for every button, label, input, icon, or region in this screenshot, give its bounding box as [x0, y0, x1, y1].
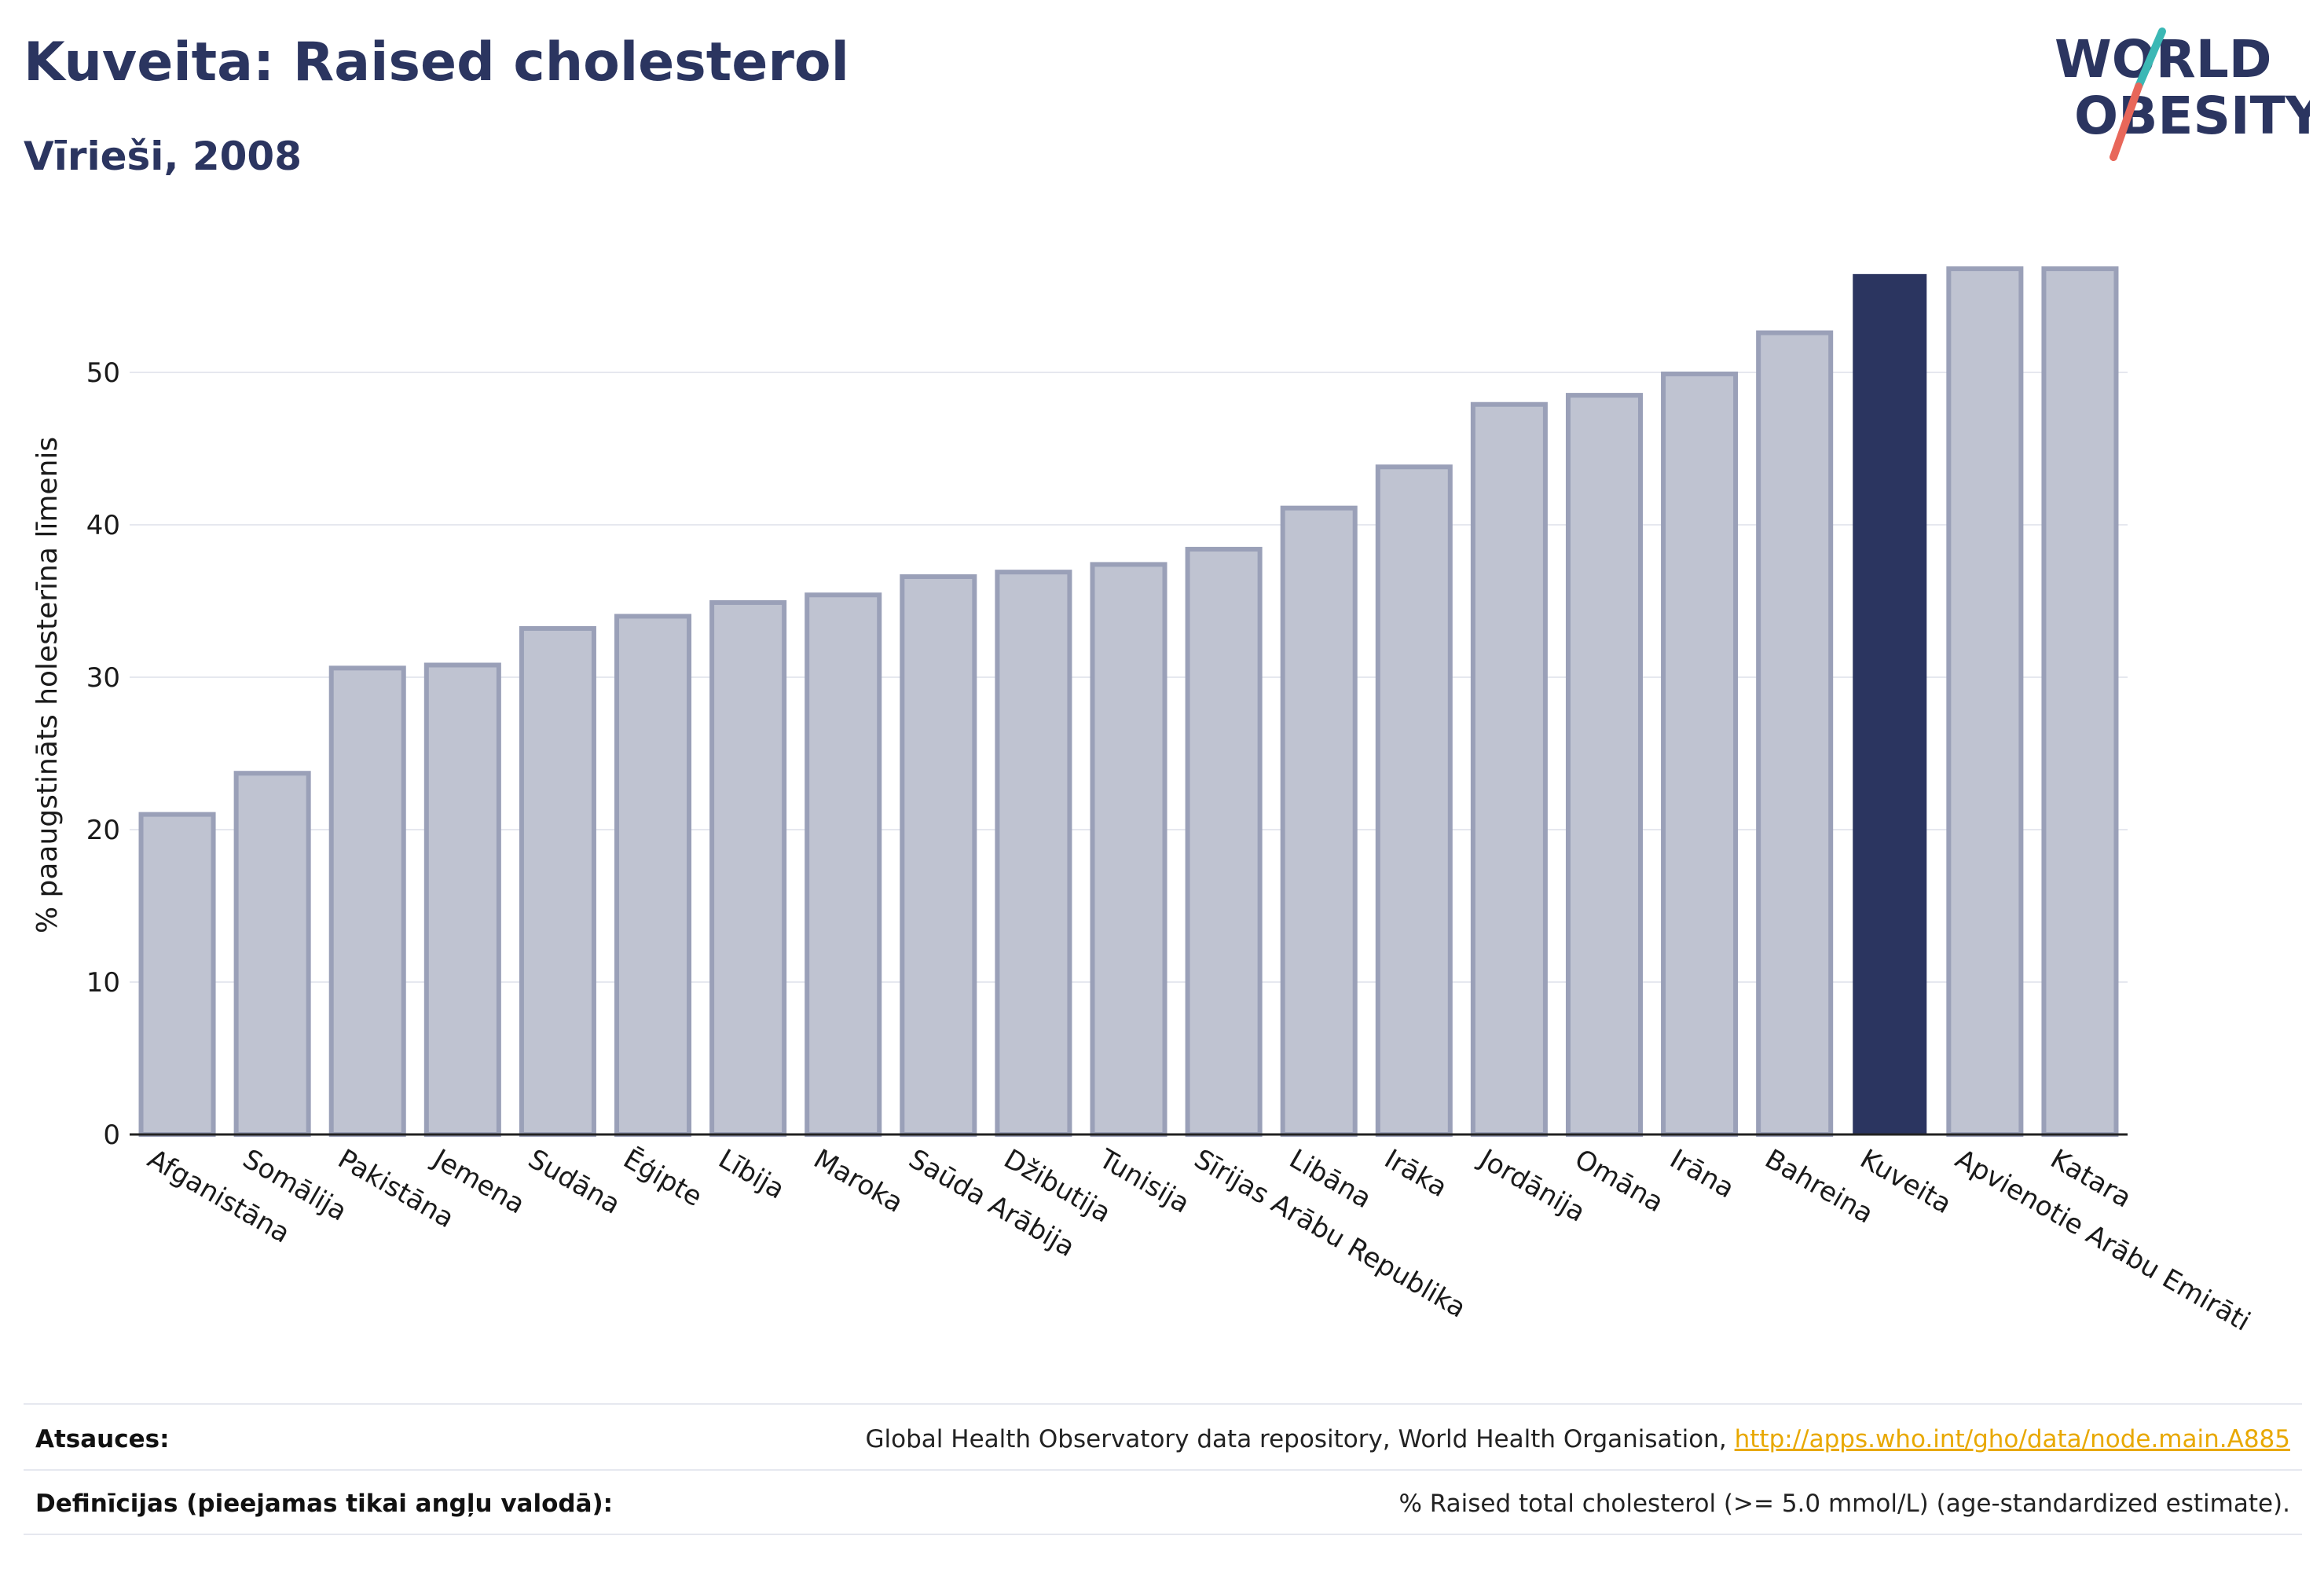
- y-axis-label: % paaugstināts holesterīna līmenis: [31, 437, 64, 933]
- bar-libāna: [1280, 505, 1358, 1137]
- sources-text: Global Health Observatory data repositor…: [865, 1425, 1735, 1453]
- chart-subtitle: Vīrieši, 2008: [24, 134, 302, 179]
- bar-kuveita: [1853, 273, 1927, 1136]
- y-tick-label: 40: [86, 510, 120, 541]
- logo-text-obesity: OBESITY: [2074, 86, 2310, 146]
- logo-slash-top: [2135, 27, 2166, 90]
- chart-title: Kuveita: Raised cholesterol: [24, 31, 849, 93]
- world-obesity-logo: WORLD OBESITY: [2055, 27, 2310, 161]
- x-tick-label: Bahreina: [1760, 1143, 1879, 1230]
- bar-ēģipte: [614, 614, 692, 1137]
- sources-value: Global Health Observatory data repositor…: [866, 1425, 2290, 1453]
- bar-jordānija: [1470, 401, 1548, 1137]
- logo-slash-bottom: [2110, 82, 2143, 161]
- footer-definitions-row: Definīcijas (pieejamas tikai angļu valod…: [35, 1488, 2290, 1519]
- x-tick-label: Lībija: [713, 1143, 790, 1205]
- bar-saūda-arābija: [900, 574, 977, 1137]
- definitions-value: % Raised total cholesterol (>= 5.0 mmol/…: [1398, 1490, 2290, 1518]
- x-tick-label: Saūda Arābija: [904, 1143, 1080, 1263]
- bar-džibutija: [995, 570, 1072, 1137]
- bar-afganistāna: [138, 812, 216, 1137]
- x-tick-labels: AfganistānaSomālijaPakistānaJemenaSudāna…: [142, 1142, 2256, 1338]
- bar-lībija: [709, 599, 787, 1137]
- bar-somālija: [233, 771, 311, 1137]
- bar-irāka: [1375, 464, 1453, 1137]
- x-tick-label: Sudāna: [522, 1143, 625, 1221]
- bar-bahreina: [1756, 330, 1834, 1137]
- y-tick-label: 0: [103, 1120, 120, 1151]
- footer-divider-mid: [24, 1469, 2302, 1471]
- sources-label: Atsauces:: [35, 1425, 170, 1453]
- bars: [138, 266, 2119, 1138]
- bar-jemena: [423, 662, 501, 1137]
- bar-maroka: [805, 592, 882, 1137]
- y-tick-label: 20: [86, 815, 120, 846]
- x-tick-label: Ēģipte: [618, 1143, 708, 1213]
- bar-omāna: [1565, 393, 1643, 1138]
- x-tick-label: Irāka: [1379, 1143, 1452, 1204]
- footer-divider-top: [24, 1403, 2302, 1405]
- bar-sudāna: [519, 625, 596, 1137]
- x-tick-label: Irāna: [1665, 1143, 1740, 1204]
- bar-apvienotie-arābu-emirāti: [1946, 266, 2024, 1138]
- y-tick-label: 50: [86, 357, 120, 389]
- bar-chart: 0 10 20 30 40 50 AfganistānaSomālijaPakistāna…: [31, 266, 2256, 1338]
- footer-divider-bottom: [24, 1534, 2302, 1535]
- bar-pakistāna: [328, 665, 406, 1137]
- footer-sources-row: Atsauces: Global Health Observatory data…: [35, 1424, 2290, 1455]
- sources-link[interactable]: http://apps.who.int/gho/data/node.main.A…: [1734, 1425, 2290, 1453]
- y-tick-label: 30: [86, 662, 120, 694]
- y-tick-labels: 0 10 20 30 40 50: [86, 357, 120, 1151]
- y-tick-label: 10: [86, 967, 120, 999]
- logo-text-world: WORLD: [2055, 29, 2272, 90]
- bar-katara: [2041, 266, 2119, 1138]
- bar-irāna: [1661, 371, 1739, 1137]
- definitions-label: Definīcijas (pieejamas tikai angļu valod…: [35, 1490, 614, 1518]
- x-tick-label: Jordānija: [1473, 1142, 1591, 1229]
- bar-sīrijas-arābu-republika: [1185, 547, 1263, 1137]
- bar-tunisija: [1090, 562, 1167, 1137]
- x-tick-label: Maroka: [808, 1143, 909, 1219]
